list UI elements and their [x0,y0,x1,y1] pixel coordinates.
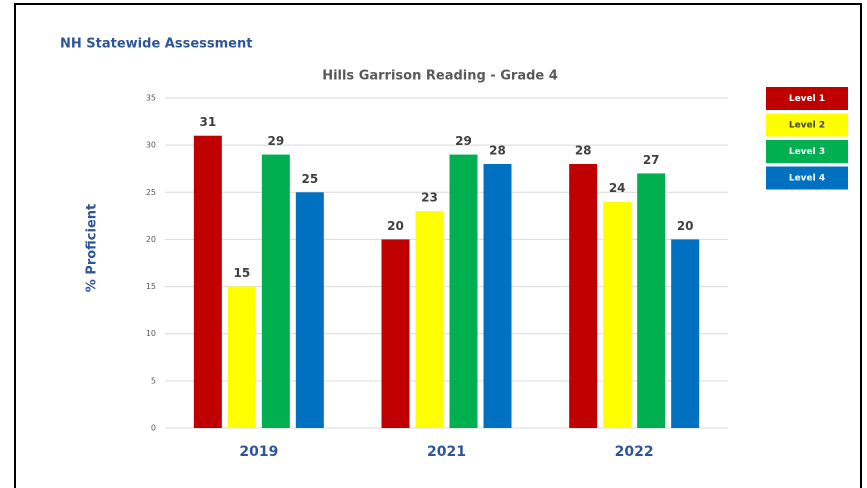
y-axis-label: % Proficient [85,204,100,293]
legend-swatch [766,113,848,137]
bar [261,154,290,429]
y-tick-label: 30 [146,141,156,150]
legend-label: Level 1 [789,94,825,104]
data-label: 23 [421,191,438,205]
data-label: 27 [643,153,660,167]
bar [415,211,444,428]
data-label: 29 [455,134,472,148]
y-tick-label: 0 [151,424,156,433]
bar [227,286,256,428]
frame [14,3,862,488]
x-tick-label: 2022 [615,444,654,460]
data-label: 24 [609,181,626,195]
bar [603,201,632,428]
header: NH Statewide Assessment [60,37,252,52]
y-tick-label: 20 [146,235,156,244]
bar [193,135,222,428]
y-tick-label: 10 [146,329,156,338]
bar [671,239,700,428]
legend-label: Level 2 [789,121,825,131]
bar [449,154,478,429]
y-tick-label: 5 [151,376,156,385]
data-label: 25 [301,172,318,186]
data-label: 28 [489,144,506,158]
legend-swatch [766,87,848,110]
bar [295,192,324,428]
data-label: 31 [199,115,216,129]
x-tick-label: 2021 [427,444,466,460]
legend-label: Level 4 [789,174,825,184]
legend-swatch [766,166,848,190]
y-tick-label: 25 [146,188,156,197]
x-tick-label: 2019 [239,444,278,460]
bar [381,239,410,428]
bar [483,164,512,428]
bar [637,173,666,428]
chart-title: Hills Garrison Reading - Grade 4 [322,69,558,84]
y-tick-label: 35 [146,94,156,103]
data-label: 20 [677,219,694,233]
data-label: 28 [575,144,592,158]
data-label: 29 [267,134,284,148]
bar [569,164,598,428]
data-label: 20 [387,219,404,233]
legend-swatch [766,140,848,163]
data-label: 15 [233,266,250,280]
legend-label: Level 3 [789,147,825,157]
y-tick-label: 15 [146,282,156,291]
